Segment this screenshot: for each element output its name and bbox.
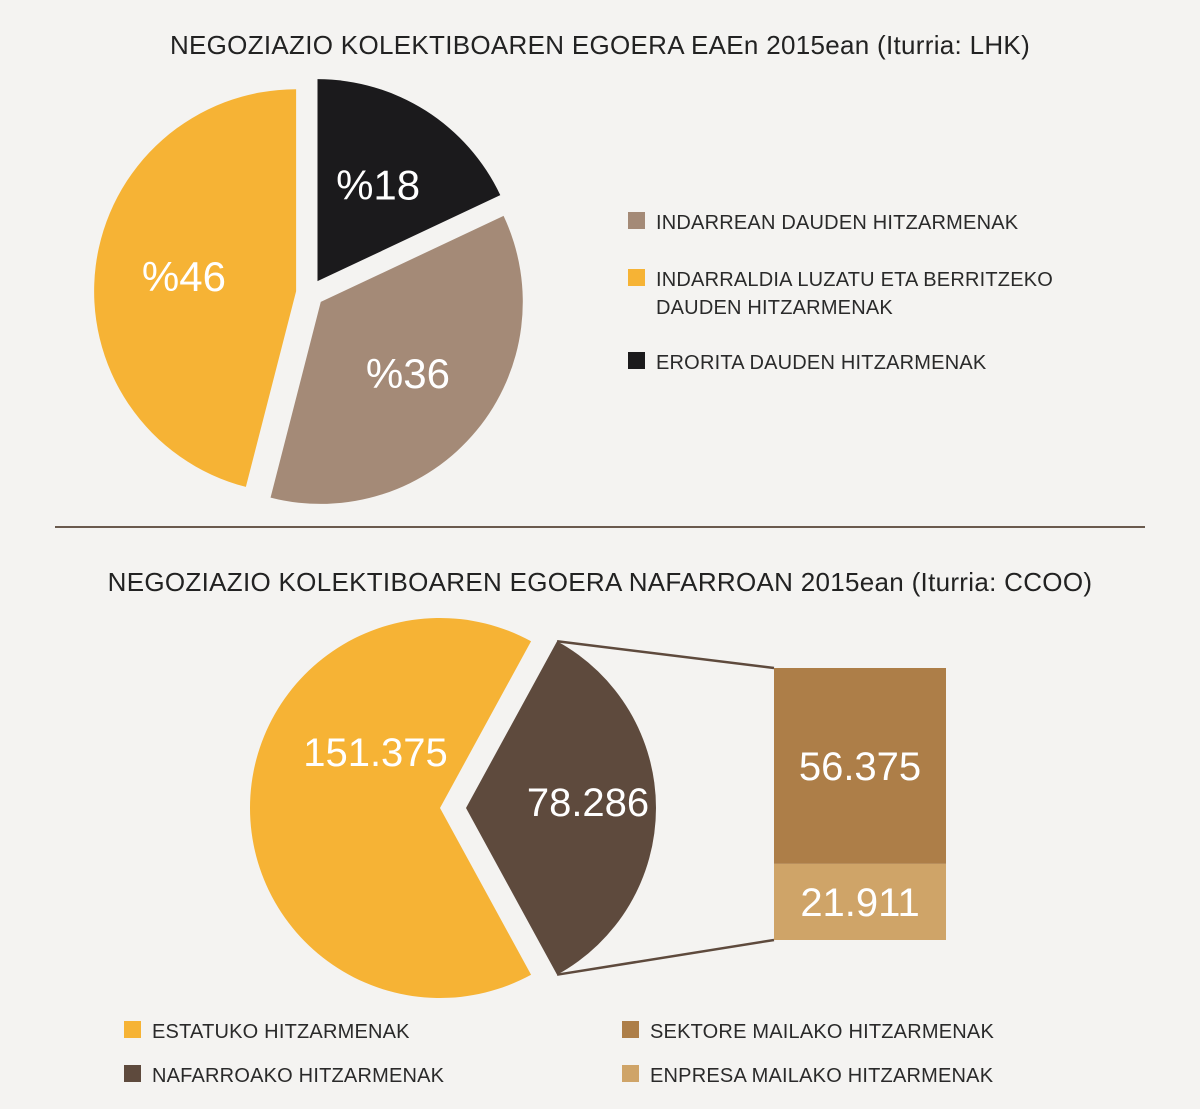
pie-label-indarrean-dauden-hitzarmenak: %36 (366, 350, 450, 397)
bar-label-enpresa-mailako-hitzarmenak: 21.911 (800, 881, 919, 925)
pie-label-erorita-dauden-hitzarmenak: %18 (336, 162, 420, 209)
pie-label-nafarroako-hitzarmenak: 78.286 (527, 781, 649, 825)
bar-label-sektore-mailako-hitzarmenak: 56.375 (799, 745, 921, 789)
legend-label: ESTATUKO HITZARMENAK (152, 1021, 410, 1043)
pie-slice-estatuko-hitzarmenak (249, 618, 532, 998)
chart-title-nafarroa: NEGOZIAZIO KOLEKTIBOAREN EGOERA NAFARROA… (107, 567, 1093, 597)
bar-segment-enpresa-mailako-hitzarmenak (774, 863, 946, 940)
legend-swatch (628, 269, 645, 286)
legend-swatch (124, 1021, 141, 1038)
pie-label-indarraldia-luzatu-eta-berritzeko-dauden-hitzarmenak: %46 (142, 253, 226, 300)
legend-swatch (622, 1021, 639, 1038)
section-divider (55, 526, 1145, 528)
legend-swatch (628, 212, 645, 229)
legend-swatch (124, 1065, 141, 1082)
pie-label-estatuko-hitzarmenak: 151.375 (303, 731, 448, 775)
chart-title-eae: NEGOZIAZIO KOLEKTIBOAREN EGOERA EAEn 201… (169, 30, 1031, 60)
legend-label: INDARREAN DAUDEN HITZARMENAK (656, 212, 1019, 234)
legend-swatch (628, 352, 645, 369)
pie-slice-group-indarraldia-luzatu-eta-berritzeko-dauden-hitzarmenak (94, 89, 297, 487)
pie-slice-indarrean-dauden-hitzarmenak (270, 215, 523, 504)
pie-slice-indarraldia-luzatu-eta-berritzeko-dauden-hitzarmenak (94, 89, 297, 487)
legend-label: ENPRESA MAILAKO HITZARMENAK (650, 1065, 994, 1087)
connector-line-top (556, 640, 775, 670)
pie-slice-nafarroako-hitzarmenak (466, 641, 656, 975)
legend-label: ERORITA DAUDEN HITZARMENAK (656, 352, 987, 374)
bar-segment-sektore-mailako-hitzarmenak (774, 668, 946, 864)
pie-slice-group-erorita-dauden-hitzarmenak (317, 79, 501, 282)
pie-slice-group-nafarroako-hitzarmenak (466, 641, 656, 975)
legend-label: SEKTORE MAILAKO HITZARMENAK (650, 1021, 994, 1043)
legend-label: NAFARROAKO HITZARMENAK (152, 1065, 445, 1087)
pie-slice-erorita-dauden-hitzarmenak (317, 79, 501, 282)
legend-swatch (622, 1065, 639, 1082)
legend-label: INDARRALDIA LUZATU ETA BERRITZEKO (656, 269, 1054, 291)
legend-label: DAUDEN HITZARMENAK (656, 297, 893, 319)
connector-line-bottom (556, 938, 775, 976)
pie-slice-group-indarrean-dauden-hitzarmenak (270, 215, 523, 504)
